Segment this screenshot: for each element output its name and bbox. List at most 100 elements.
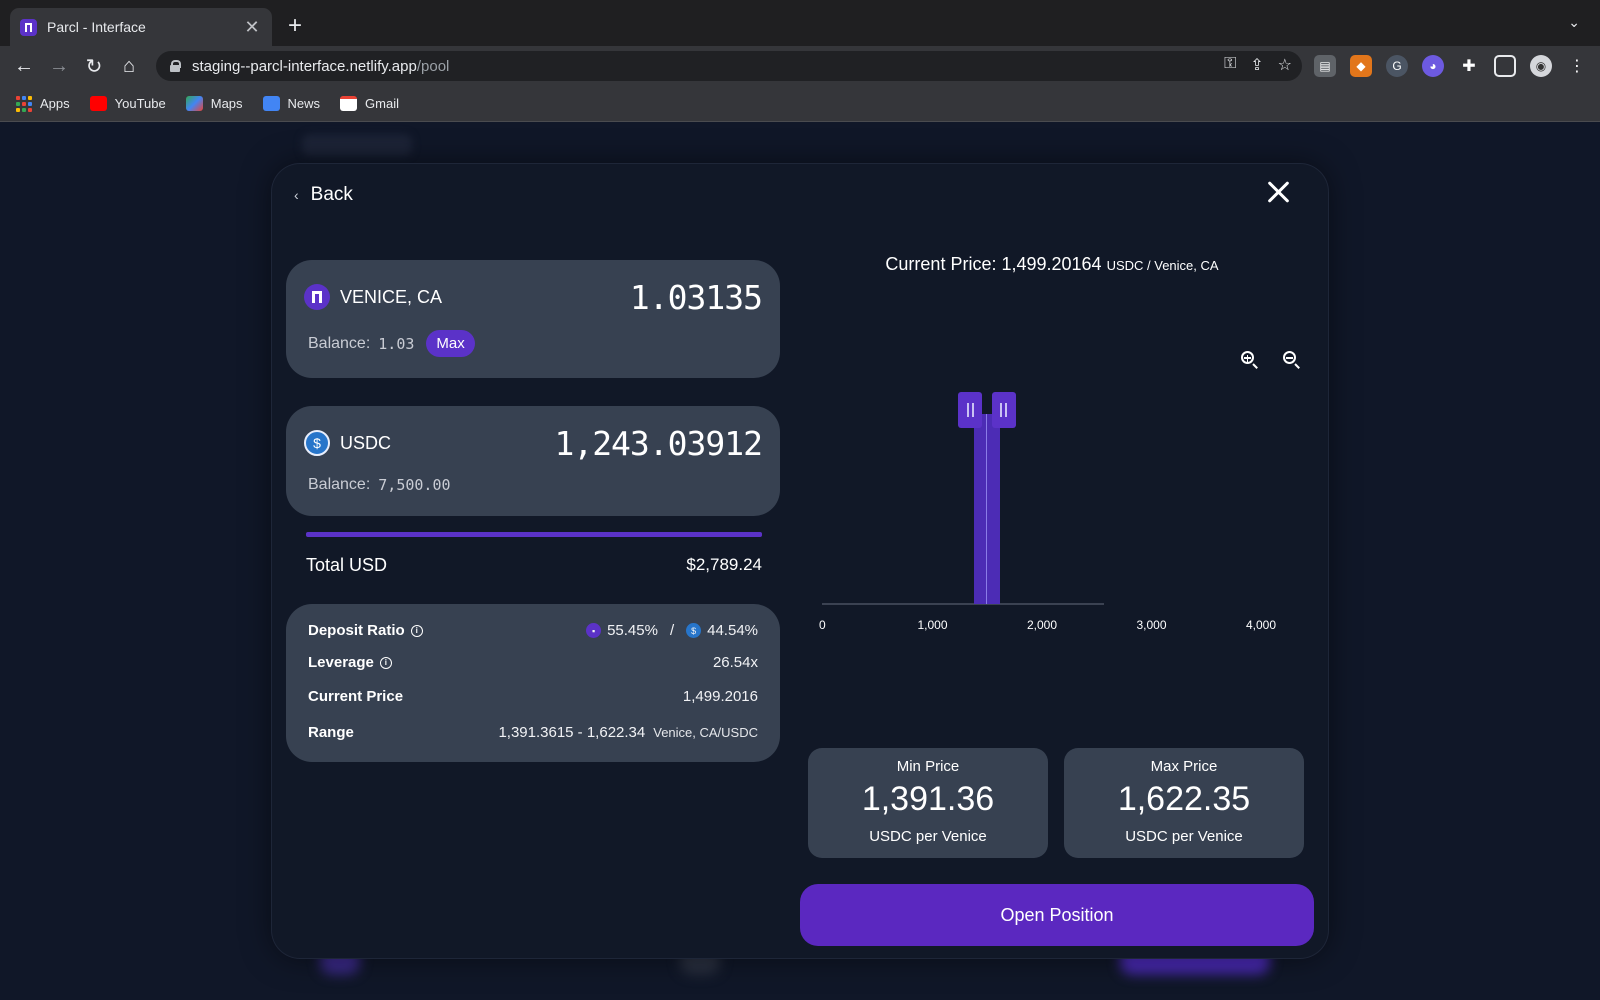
total-usd-value: $2,789.24	[686, 555, 762, 574]
current-price-text: Current Price: 1,499.20164	[885, 254, 1102, 274]
tab-search-chevron-icon[interactable]: ⌄	[1568, 14, 1580, 30]
token-b-card: $ USDC 1,243.03912 Balance: 7,500.00	[286, 406, 780, 516]
extension-icon[interactable]: ▤	[1314, 55, 1336, 77]
parcl-favicon-icon	[20, 18, 37, 36]
deposit-ratio-a: 55.45%	[607, 622, 658, 639]
deposit-ratio-b: 44.54%	[707, 622, 758, 639]
current-price-unit: USDC / Venice, CA	[1106, 258, 1219, 273]
news-icon	[262, 96, 280, 111]
info-icon[interactable]: i	[379, 656, 392, 669]
forward-arrow-icon[interactable]: →	[49, 54, 69, 77]
back-arrow-icon[interactable]: ←	[14, 54, 34, 77]
bookmark-label: Maps	[210, 96, 243, 111]
deposit-ratio-row: Deposit Ratio i ▪ 55.45% / $ 44.54%	[308, 622, 758, 639]
x-tick-label: 1,000	[917, 618, 948, 632]
range-value: 1,391.3615 - 1,622.34	[498, 724, 646, 741]
range-label: Range	[308, 724, 354, 741]
leverage-label: Leverage	[308, 654, 374, 671]
url-path: /pool	[416, 57, 450, 75]
token-a-selector[interactable]: VENICE, CA	[304, 284, 442, 310]
leverage-row: Leverage i 26.54x	[308, 654, 758, 671]
bookmark-label: News	[287, 96, 321, 111]
maps-icon	[185, 96, 203, 111]
balance-value: 1.03	[378, 334, 415, 353]
side-panel-icon[interactable]	[1494, 55, 1516, 77]
x-tick-label: 0	[819, 618, 826, 632]
grammarly-icon[interactable]: G	[1386, 55, 1408, 77]
bookmarks-bar: Apps YouTube Maps News Gmail	[0, 86, 1600, 122]
max-range-handle[interactable]	[991, 392, 1016, 428]
min-price-unit: USDC per Venice	[869, 828, 987, 845]
zoom-out-icon[interactable]	[1282, 350, 1302, 370]
range-unit: Venice, CA/USDC	[653, 725, 758, 740]
chevron-left-icon: ‹	[294, 187, 299, 203]
current-price-label: Current Price	[308, 688, 404, 705]
leverage-value: 26.54x	[712, 654, 758, 671]
range-row: Range 1,391.3615 - 1,622.34 Venice, CA/U…	[308, 724, 758, 741]
bookmark-label: Apps	[40, 96, 70, 111]
bookmark-label: YouTube	[114, 96, 166, 111]
max-price-label: Max Price	[1150, 758, 1218, 775]
min-price-value[interactable]: 1,391.36	[861, 780, 995, 818]
browser-toolbar: ← → ↻ ⌂ staging--parcl-interface.netlify…	[0, 46, 1600, 86]
gmail-icon	[340, 96, 358, 111]
usdc-token-icon: $	[686, 623, 702, 638]
bookmark-apps[interactable]: Apps	[16, 95, 70, 112]
max-price-unit: USDC per Venice	[1125, 828, 1243, 845]
profile-avatar[interactable]: ◉	[1530, 55, 1552, 77]
close-icon[interactable]	[1266, 180, 1290, 204]
info-icon[interactable]: i	[410, 624, 423, 637]
url-host: staging--parcl-interface.netlify.app	[192, 57, 417, 75]
bookmark-youtube[interactable]: YouTube	[89, 96, 166, 111]
new-tab-icon[interactable]: +	[288, 12, 303, 39]
current-price-line	[986, 414, 988, 604]
token-a-symbol: VENICE, CA	[340, 286, 443, 307]
balance-value: 7,500.00	[378, 476, 451, 494]
page-content: ‹ Back VENICE, CA 1.03135 Balance: 1.03 …	[0, 122, 1600, 1000]
token-b-balance: Balance: 7,500.00	[308, 476, 451, 494]
metamask-icon[interactable]: ◆	[1350, 55, 1372, 77]
open-position-button[interactable]: Open Position	[800, 884, 1314, 946]
max-button[interactable]: Max	[426, 330, 475, 357]
tab-close-icon[interactable]: ✕	[244, 16, 260, 37]
min-range-handle[interactable]	[958, 392, 983, 428]
total-usd-row: Total USD $2,789.24	[306, 552, 762, 578]
liquidity-range-chart[interactable]: 0 1,000 2,000 3,000 4,000	[812, 384, 1282, 644]
token-a-balance: Balance: 1.03 Max	[308, 330, 475, 357]
reload-icon[interactable]: ↻	[85, 55, 103, 78]
bookmark-gmail[interactable]: Gmail	[340, 96, 399, 111]
back-button[interactable]: ‹ Back	[294, 184, 353, 206]
share-icon[interactable]: ⇪	[1250, 57, 1264, 74]
token-b-amount-input[interactable]: 1,243.03912	[554, 424, 763, 463]
deposit-ratio-label: Deposit Ratio	[308, 622, 405, 639]
x-axis-line	[822, 603, 1104, 605]
home-icon[interactable]: ⌂	[122, 54, 136, 77]
token-a-amount-input[interactable]: 1.03135	[629, 278, 763, 317]
max-price-card[interactable]: Max Price 1,622.35 USDC per Venice	[1064, 748, 1304, 858]
zoom-in-icon[interactable]	[1240, 350, 1260, 370]
key-icon[interactable]: ⚿	[1224, 55, 1237, 72]
token-b-symbol: USDC	[340, 432, 392, 453]
balance-label: Balance:	[308, 334, 371, 352]
position-info-card: Deposit Ratio i ▪ 55.45% / $ 44.54% Lever…	[286, 604, 780, 762]
address-bar[interactable]: staging--parcl-interface.netlify.app /po…	[156, 51, 1302, 81]
youtube-icon	[89, 96, 107, 111]
min-price-card[interactable]: Min Price 1,391.36 USDC per Venice	[808, 748, 1048, 858]
token-b-selector[interactable]: $ USDC	[304, 430, 391, 456]
apps-grid-icon	[16, 95, 32, 112]
x-tick-label: 2,000	[1027, 618, 1058, 632]
lock-icon	[170, 60, 181, 72]
bookmark-news[interactable]: News	[262, 96, 321, 111]
token-a-card: VENICE, CA 1.03135 Balance: 1.03 Max	[286, 260, 780, 378]
blurred-background-header	[302, 134, 412, 156]
bookmark-maps[interactable]: Maps	[185, 96, 243, 111]
tab-title: Parcl - Interface	[47, 19, 146, 35]
usdc-token-icon: $	[304, 430, 330, 456]
phantom-icon[interactable]: ◕	[1422, 55, 1444, 77]
puzzle-extensions-icon[interactable]: ✚	[1462, 58, 1476, 75]
menu-kebab-icon[interactable]: ⋮	[1569, 58, 1585, 75]
max-price-value[interactable]: 1,622.35	[1117, 780, 1251, 818]
star-icon[interactable]: ☆	[1277, 57, 1292, 74]
bookmark-label: Gmail	[365, 96, 399, 111]
browser-tab[interactable]: Parcl - Interface ✕	[10, 8, 272, 46]
